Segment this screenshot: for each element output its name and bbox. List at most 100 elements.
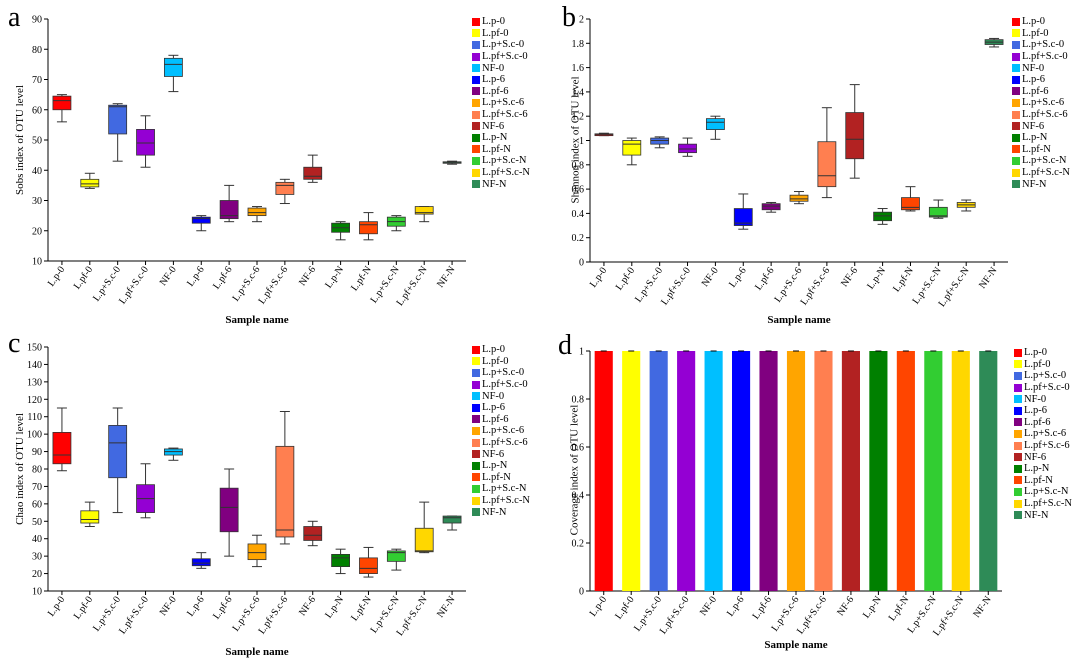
legend-swatch: [1014, 511, 1022, 520]
legend-label: NF-N: [482, 178, 507, 190]
legend-label: L.p+S.c-N: [482, 155, 527, 167]
y-tick-label: 1.4: [572, 87, 585, 98]
legend-label: L.p-0: [1022, 16, 1046, 28]
legend-item: L.p+S.c-N: [472, 483, 530, 495]
legend-swatch: [472, 29, 480, 38]
legend-item: L.p-0: [472, 16, 530, 28]
x-tick-label: L.pf-N: [349, 594, 374, 623]
legend-label: L.p+S.c-0: [1024, 370, 1067, 382]
legend-item: NF-0: [1014, 393, 1072, 405]
bar: [677, 351, 696, 591]
legend-label: NF-0: [1022, 62, 1045, 74]
y-tick-label: 120: [27, 395, 42, 406]
panel-b: b Shannon index of OTU level 0 0.2 0.4 0.6 0…: [540, 0, 1080, 330]
bar: [732, 351, 751, 591]
legend-swatch: [1012, 133, 1020, 142]
legend-item: L.pf+S.c-0: [472, 379, 530, 391]
legend-swatch: [472, 64, 480, 73]
box: [52, 432, 72, 465]
legend-swatch: [472, 168, 480, 177]
box: [80, 178, 100, 188]
legend-item: L.pf-6: [472, 414, 530, 426]
legend-label: NF-6: [1024, 451, 1047, 463]
y-tick-label: 0.4: [572, 209, 585, 220]
box: [108, 104, 128, 135]
legend-swatch: [1012, 122, 1020, 131]
y-tick-label: 0.6: [572, 185, 585, 196]
legend-label: NF-6: [1022, 120, 1045, 132]
bar: [979, 351, 998, 591]
legend-label: L.pf-0: [482, 27, 509, 39]
legend-item: L.p-N: [1014, 463, 1072, 475]
legend-item: L.p-0: [472, 344, 530, 356]
bar: [704, 351, 723, 591]
bar: [649, 351, 668, 591]
x-tick-label: NF-0: [698, 594, 719, 618]
legend-swatch: [472, 473, 480, 482]
legend-swatch: [1014, 371, 1022, 380]
legend-label: L.p+S.c-0: [1022, 39, 1065, 51]
x-tick-label: L.pf-0: [72, 594, 96, 621]
box: [359, 221, 378, 235]
legend-item: NF-N: [1014, 509, 1072, 521]
panel-label: d: [558, 330, 572, 361]
legend-label: NF-6: [482, 448, 505, 460]
legend-label: L.p+S.c-N: [1024, 486, 1069, 498]
x-tick-label: NF-N: [435, 594, 457, 619]
box: [789, 194, 809, 202]
y-tick-label: 10: [32, 587, 42, 598]
x-tick-label: L.pf-N: [891, 265, 916, 294]
y-tick-label: 110: [27, 412, 42, 423]
legend-item: NF-N: [472, 178, 530, 190]
legend-label: L.pf+S.c-0: [482, 51, 528, 63]
legend-swatch: [472, 426, 480, 435]
legend-swatch: [472, 133, 480, 142]
x-tick-label: NF-0: [158, 594, 179, 618]
legend-label: L.p-0: [1024, 347, 1048, 359]
legend-label: L.pf+S.c-N: [1024, 498, 1072, 510]
box: [733, 208, 753, 226]
x-tick-label: L.pf-N: [349, 264, 374, 293]
y-tick-label: 0.4: [572, 491, 585, 502]
legend-item: L.pf+S.c-6: [1014, 440, 1072, 452]
legend-label: NF-N: [482, 506, 507, 518]
legend-label: L.pf+S.c-0: [1022, 51, 1068, 63]
legend-swatch: [472, 508, 480, 517]
x-tick-label: L.pf-6: [211, 594, 235, 621]
legend-item: L.p-0: [1014, 347, 1072, 359]
legend-item: L.p+S.c-6: [472, 97, 530, 109]
legend-item: L.pf+S.c-N: [472, 167, 530, 179]
x-tick-label: NF-6: [835, 594, 856, 618]
legend-item: L.p+S.c-0: [472, 367, 530, 379]
box: [873, 211, 893, 222]
legend-swatch: [1014, 453, 1022, 462]
legend-swatch: [1014, 418, 1022, 427]
legend-label: L.pf+S.c-6: [1024, 440, 1070, 452]
box: [817, 141, 837, 188]
legend-swatch: [1012, 75, 1020, 84]
legend-item: L.pf-N: [472, 472, 530, 484]
legend: L.p-0 L.pf-0 L.p+S.c-0 L.pf+S.c-0 NF-0 L.p-6 L…: [472, 344, 530, 518]
legend-item: NF-6: [472, 448, 530, 460]
box: [275, 445, 295, 538]
legend-label: L.pf+S.c-0: [1024, 382, 1070, 394]
legend-item: NF-0: [472, 390, 530, 402]
legend-item: L.pf+S.c-N: [1012, 167, 1070, 179]
bar: [786, 351, 806, 591]
box-plot-b: 0 0.2 0.4 0.6 0.8 1 1.2 1.4 1.6 1.8 2 L.p-0 L.pf-0 L.…: [572, 15, 1008, 309]
legend-item: L.pf-0: [472, 356, 530, 368]
y-tick-label: 50: [32, 136, 42, 147]
y-tick-label: 60: [32, 499, 42, 510]
box: [108, 425, 128, 479]
legend-label: L.p+S.c-6: [1024, 428, 1067, 440]
legend-item: L.p+S.c-N: [1014, 486, 1072, 498]
bar: [924, 351, 943, 591]
y-tick-label: 30: [32, 196, 42, 207]
bar: [869, 351, 888, 591]
legend-label: L.pf-N: [482, 471, 511, 483]
legend-swatch: [472, 98, 480, 107]
box: [136, 129, 155, 156]
bar: [622, 351, 641, 591]
y-tick-label: 1: [579, 347, 584, 358]
x-tick-label: NF-0: [700, 265, 721, 289]
